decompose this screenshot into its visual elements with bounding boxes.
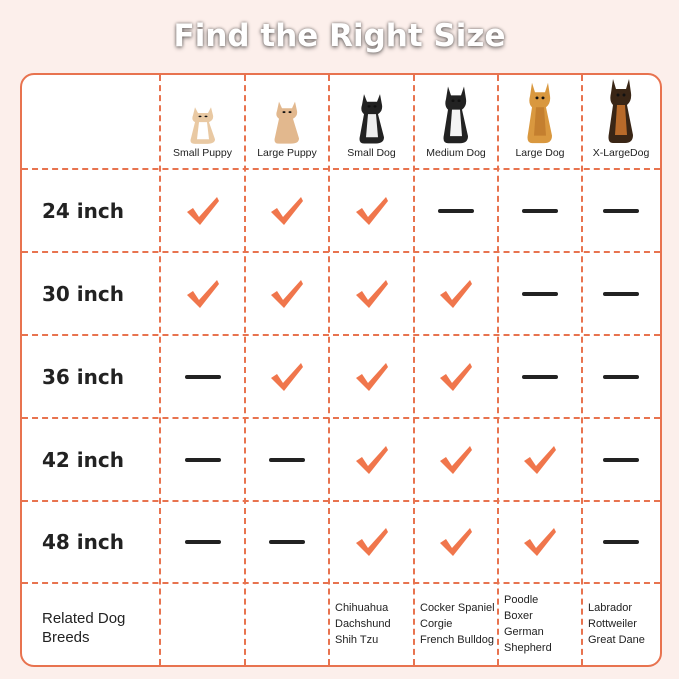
border-collie-image [414, 83, 498, 145]
corgi-puppy-image [160, 83, 245, 145]
breed-name: Poodle [504, 594, 539, 606]
row-label-42-inch: 42 inch [42, 447, 124, 472]
check-icon [329, 169, 414, 252]
column-header-large-puppy: Large Puppy [257, 147, 317, 159]
column-divider [328, 75, 330, 665]
breed-name: French Bulldog [420, 634, 494, 646]
row-divider [22, 417, 660, 419]
breed-names: Chihuahua Dachshund Shih Tzu [335, 600, 391, 648]
dash-icon [245, 418, 329, 501]
breed-list: Chihuahua Dachshund Shih Tzu [335, 583, 412, 665]
check-icon [329, 252, 414, 335]
column-divider [581, 75, 583, 665]
breed-name: Great Dane [588, 634, 645, 646]
column-header-small-puppy: Small Puppy [173, 147, 232, 159]
check-icon [329, 418, 414, 501]
row-divider [22, 582, 660, 584]
breed-list: Cocker Spaniel Corgie French Bulldog [420, 583, 496, 665]
breed-names: Cocker Spaniel Corgie French Bulldog [420, 600, 495, 648]
check-icon [414, 252, 498, 335]
breed-names: Poodle Boxer German Shepherd [504, 592, 552, 656]
check-icon [329, 501, 414, 583]
dash-icon [498, 335, 582, 418]
related-breeds-label: Related Dog Breeds [42, 610, 126, 646]
breed-list: Poodle Boxer German Shepherd [504, 583, 580, 665]
column-header-small-dog: Small Dog [347, 147, 396, 159]
breed-name: Cocker Spaniel [420, 602, 495, 614]
row-divider [22, 168, 660, 170]
column-header-medium-dog: Medium Dog [426, 147, 486, 159]
column-divider [413, 75, 415, 665]
check-icon [414, 335, 498, 418]
german-shepherd-image [582, 79, 660, 145]
row-label-36-inch: 36 inch [42, 364, 124, 389]
check-icon [329, 335, 414, 418]
breed-name: Chihuahua [335, 602, 389, 614]
dash-icon [245, 501, 329, 583]
check-icon [245, 252, 329, 335]
check-icon [414, 501, 498, 583]
column-header-large-dog: Large Dog [515, 147, 565, 159]
row-label-24-inch: 24 inch [42, 198, 124, 223]
column-header-x-largedog: X-LargeDog [592, 147, 650, 159]
golden-retriever-image [498, 82, 582, 145]
check-icon [245, 335, 329, 418]
size-chart-table: Small Puppy Large Puppy Small Dog Medium Do… [20, 73, 662, 667]
dash-icon [582, 252, 660, 335]
check-icon [245, 169, 329, 252]
column-divider [244, 75, 246, 665]
check-icon [414, 418, 498, 501]
breed-name: Dachshund [335, 618, 391, 630]
breed-name: Shih Tzu [335, 634, 379, 646]
breed-name: German [504, 626, 544, 638]
dash-icon [160, 501, 245, 583]
row-label-48-inch: 48 inch [42, 530, 124, 554]
breed-list [251, 583, 327, 665]
breed-name: Corgie [420, 618, 453, 630]
breed-names: Labrador Rottweiler Great Dane [588, 600, 645, 648]
breed-list [166, 583, 243, 665]
check-icon [160, 169, 245, 252]
check-icon [498, 501, 582, 583]
chihuahua-image [245, 83, 329, 145]
row-divider [22, 334, 660, 336]
dash-icon [160, 335, 245, 418]
breed-name: Rottweiler [588, 618, 637, 630]
page-title: Find the Right Size [173, 18, 506, 54]
breed-name: Shepherd [504, 642, 552, 654]
row-label-30-inch: 30 inch [42, 281, 124, 306]
dash-icon [498, 169, 582, 252]
dash-icon [582, 418, 660, 501]
dash-icon [498, 252, 582, 335]
dash-icon [160, 418, 245, 501]
dash-icon [414, 169, 498, 252]
dash-icon [582, 335, 660, 418]
row-divider [22, 251, 660, 253]
breed-list: Labrador Rottweiler Great Dane [588, 583, 658, 665]
french-bulldog-image [329, 83, 414, 145]
column-divider [497, 75, 499, 665]
dash-icon [582, 501, 660, 583]
column-divider [159, 75, 161, 665]
row-divider [22, 500, 660, 502]
dash-icon [582, 169, 660, 252]
breed-name: Labrador [588, 602, 633, 614]
breed-name: Boxer [504, 610, 533, 622]
check-icon [160, 252, 245, 335]
check-icon [498, 418, 582, 501]
